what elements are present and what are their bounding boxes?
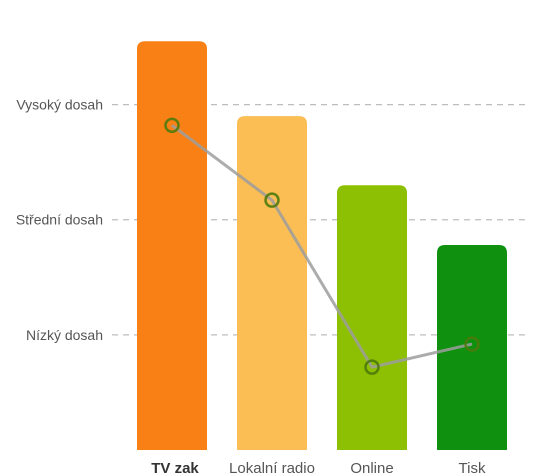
bar-1[interactable]	[137, 41, 207, 451]
line-point-1[interactable]	[164, 117, 180, 134]
x-tick-label[interactable]: Lokalní radio	[229, 460, 315, 475]
line-point-4[interactable]	[464, 336, 480, 352]
x-tick-label[interactable]: Online	[350, 460, 393, 475]
y-axis-labels: Nízký dosah Střední dosah Vysoký dosah	[16, 97, 103, 343]
line-series	[171, 124, 473, 369]
bars	[137, 41, 507, 451]
y-tick-label: Nízký dosah	[26, 327, 103, 343]
y-tick-label: Střední dosah	[16, 212, 103, 228]
line-point-3[interactable]	[364, 359, 380, 375]
x-tick-label[interactable]: Tisk	[459, 460, 486, 475]
x-tick-label[interactable]: TV zak	[151, 460, 199, 475]
y-tick-label: Vysoký dosah	[16, 97, 103, 113]
bar-2[interactable]	[237, 116, 307, 451]
line-point-2[interactable]	[264, 192, 280, 208]
bar-3[interactable]	[337, 185, 407, 450]
reach-line	[164, 117, 480, 375]
x-axis-labels: TV zak Lokalní radio Online Tisk	[151, 460, 486, 475]
bar-4[interactable]	[437, 245, 507, 450]
